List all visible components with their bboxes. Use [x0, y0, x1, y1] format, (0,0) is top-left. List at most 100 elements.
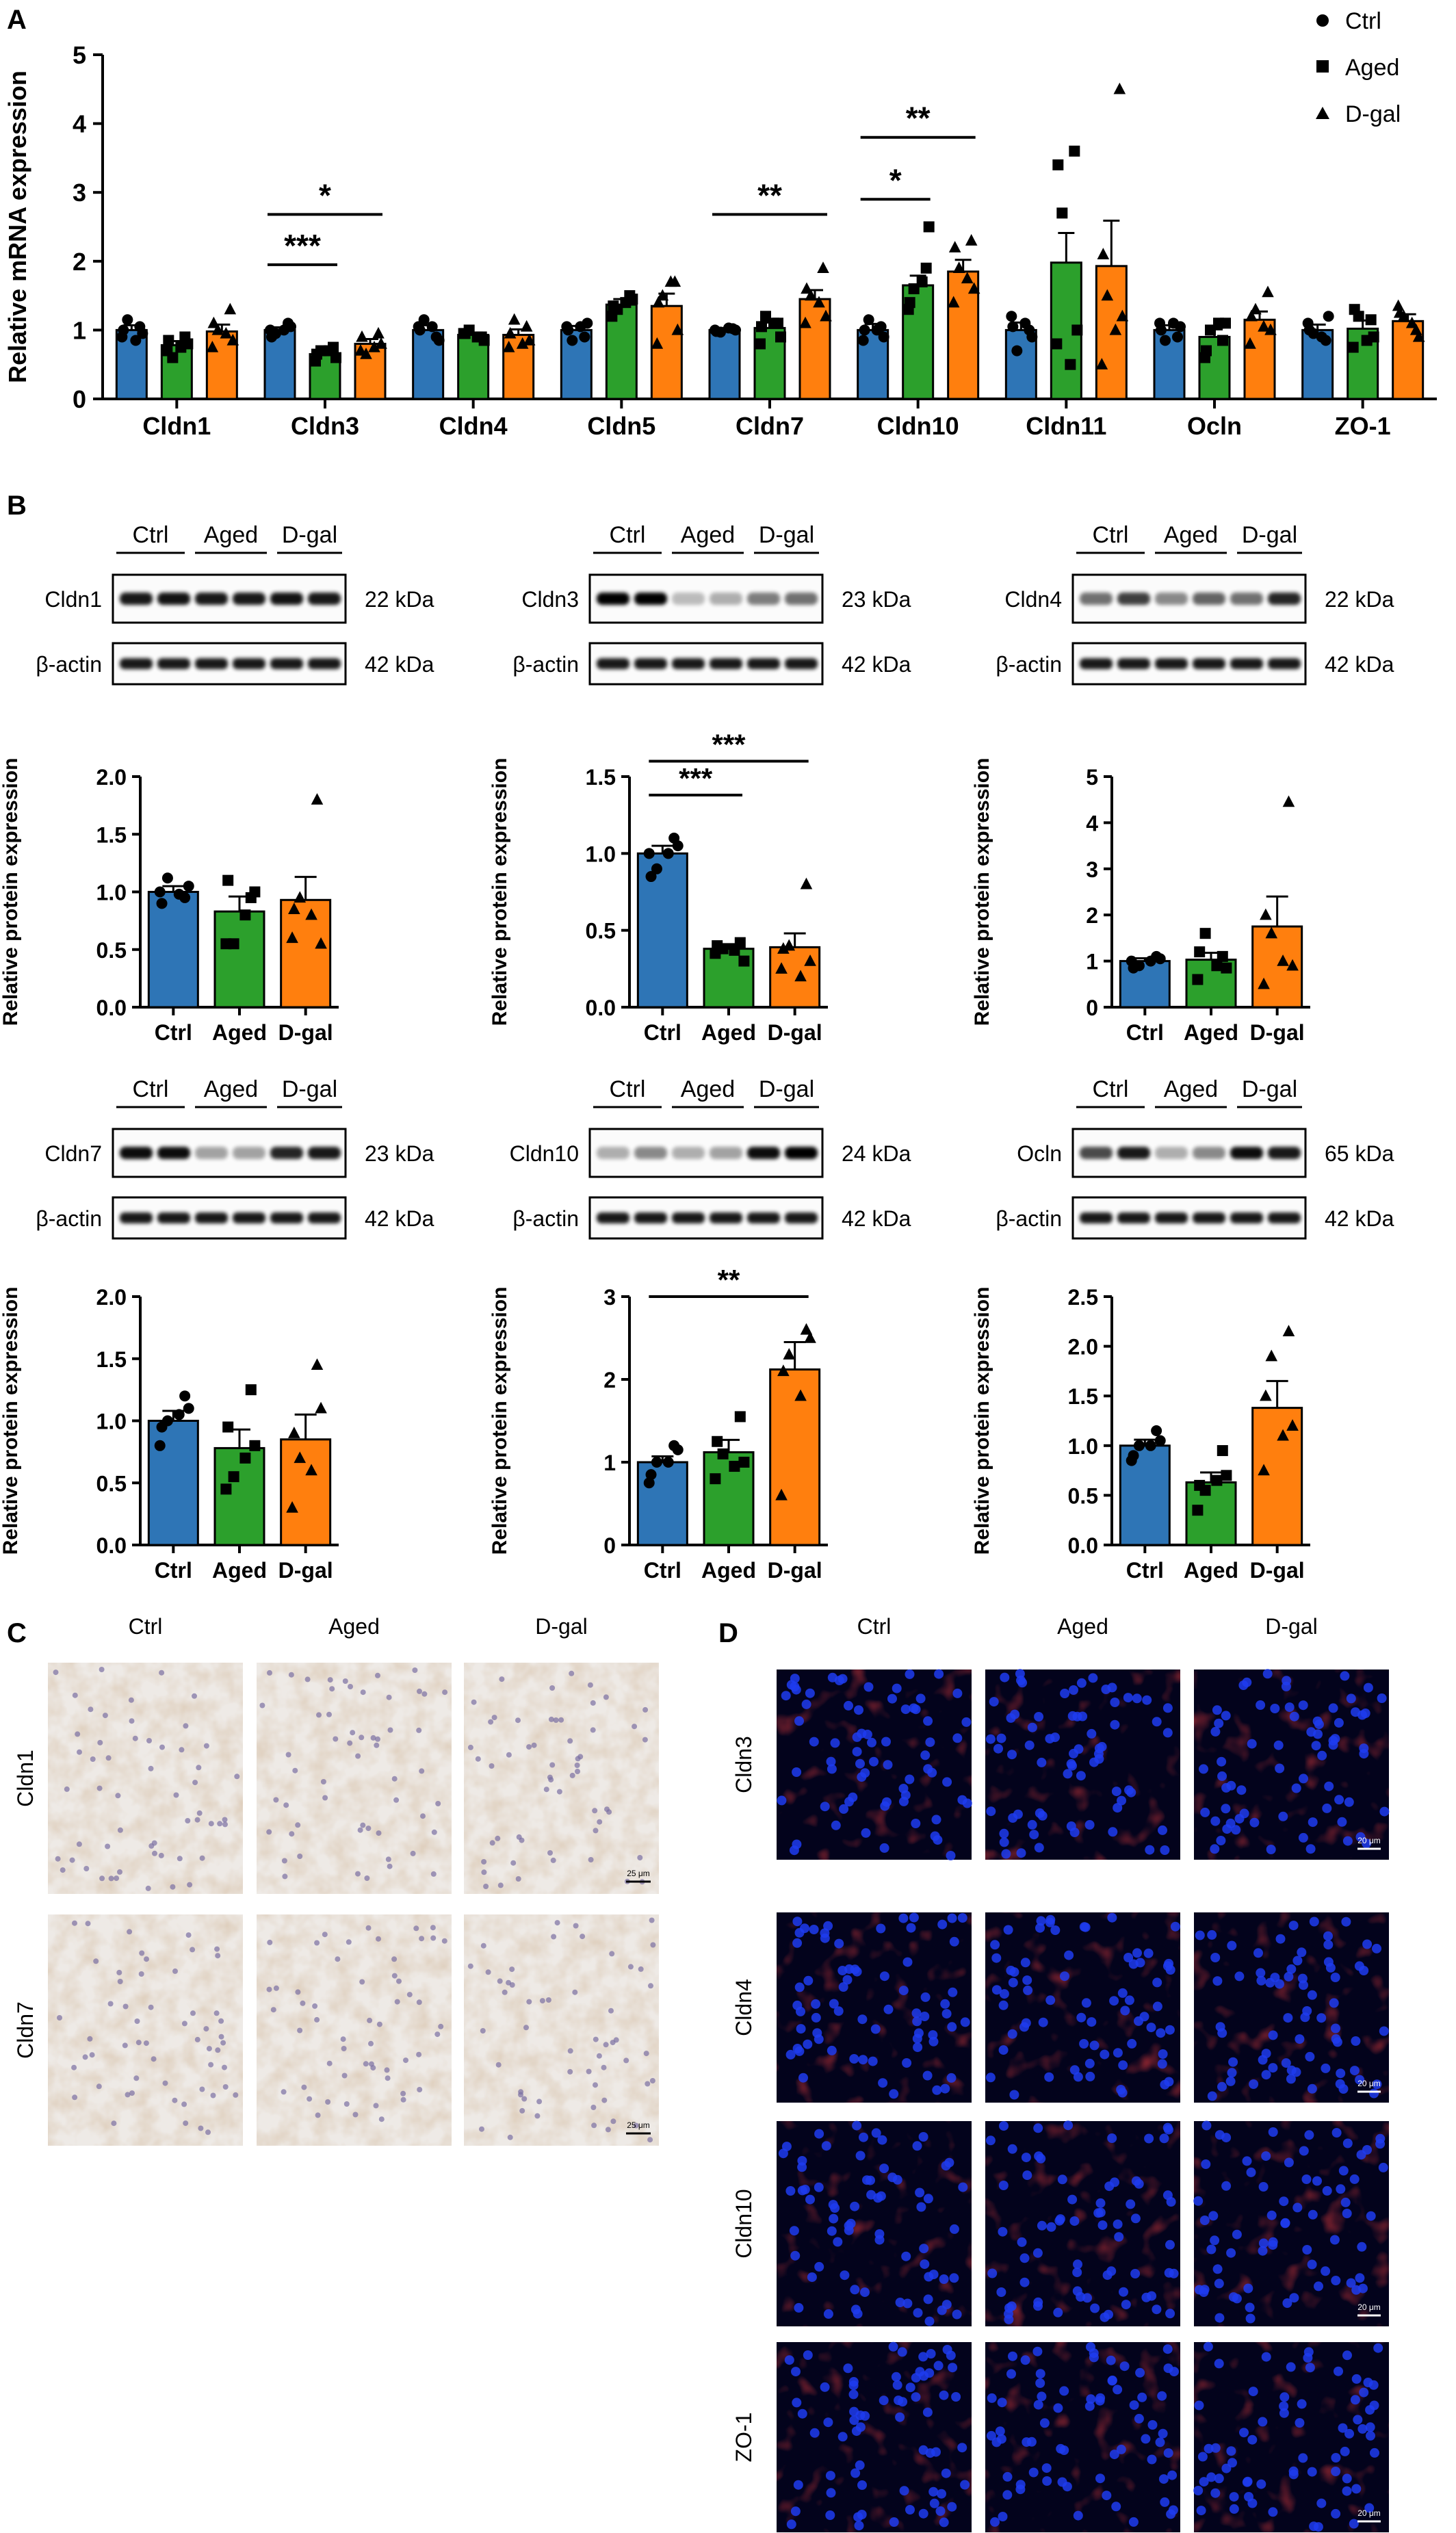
blot-actin-kda-label: 42 kDa	[365, 652, 434, 677]
nucleus	[435, 1801, 441, 1806]
data-point	[820, 309, 832, 322]
dapi-nucleus	[942, 1777, 952, 1787]
nucleus	[266, 1986, 272, 1992]
dapi-nucleus	[960, 2017, 970, 2027]
blot-band	[1080, 658, 1113, 669]
blot-band	[270, 1147, 303, 1159]
dapi-nucleus	[833, 2006, 844, 2016]
nucleus	[391, 1956, 398, 1962]
dapi-nucleus	[991, 1953, 1002, 1963]
dapi-nucleus	[1313, 2522, 1323, 2532]
x-tick-label: Cldn3	[291, 412, 359, 440]
dapi-nucleus	[869, 1756, 879, 1767]
nucleus	[72, 1692, 78, 1698]
dapi-nucleus	[912, 2141, 922, 2151]
nucleus	[107, 2001, 114, 2007]
nucleus	[53, 1670, 59, 1676]
dapi-nucleus	[1316, 2498, 1327, 2508]
dapi-nucleus	[918, 2508, 928, 2519]
nucleus	[198, 2125, 204, 2131]
nucleus	[185, 1932, 192, 1938]
dapi-nucleus	[1169, 2268, 1179, 2278]
nucleus	[179, 1747, 185, 1753]
dapi-nucleus	[892, 2380, 902, 2390]
dapi-nucleus	[1340, 1671, 1350, 1681]
y-tick-label: 1.5	[96, 822, 127, 847]
data-point	[662, 848, 674, 859]
dapi-nucleus	[1375, 2139, 1386, 2149]
dapi-nucleus	[1132, 1948, 1142, 1958]
blot-protein-label: Cldn4	[1004, 587, 1062, 612]
nucleus	[343, 2101, 350, 2107]
dapi-nucleus	[1238, 1680, 1249, 1690]
data-point	[1006, 311, 1017, 322]
blot-band	[1230, 1147, 1263, 1159]
dapi-nucleus	[915, 2367, 925, 2377]
nucleus	[335, 1956, 341, 1962]
dapi-nucleus	[1275, 1979, 1284, 1989]
nucleus	[288, 1672, 294, 1678]
dapi-nucleus	[1130, 2269, 1141, 2278]
dapi-nucleus	[1195, 2285, 1204, 2295]
dapi-nucleus	[1349, 2066, 1360, 2076]
blot-kda-label: 23 kDa	[842, 587, 911, 612]
significance-label: **	[757, 177, 782, 213]
dapi-nucleus	[861, 1828, 871, 1838]
nucleus	[603, 2042, 609, 2048]
dapi-nucleus	[1342, 2138, 1353, 2148]
dapi-nucleus	[1308, 2209, 1318, 2220]
dapi-nucleus	[857, 2014, 868, 2025]
data-point	[775, 962, 788, 974]
significance-label: *	[889, 162, 902, 198]
data-point	[1262, 285, 1274, 298]
nucleus	[412, 1667, 418, 1673]
nucleus	[649, 1917, 655, 1923]
data-point	[671, 323, 684, 335]
nucleus	[196, 1810, 203, 1816]
nucleus	[575, 1769, 580, 1774]
bar-aged	[213, 1446, 265, 1546]
nucleus	[96, 2083, 102, 2090]
dapi-nucleus	[850, 2201, 860, 2211]
dapi-nucleus	[821, 2141, 831, 2151]
dapi-nucleus	[1324, 1781, 1334, 1791]
nucleus	[601, 2064, 607, 2070]
dapi-nucleus	[1076, 1771, 1086, 1781]
data-point	[1221, 962, 1232, 974]
dapi-nucleus	[805, 1688, 815, 1698]
dapi-nucleus	[1109, 1996, 1119, 2006]
dapi-nucleus	[939, 2517, 949, 2528]
blot-band	[1193, 1147, 1225, 1159]
data-point	[948, 241, 961, 252]
data-point	[1412, 330, 1425, 342]
nucleus	[604, 1806, 610, 1813]
y-tick-label: 0.0	[1068, 1533, 1098, 1558]
dapi-nucleus	[1226, 2248, 1236, 2258]
y-tick-label: 0.0	[96, 996, 127, 1020]
dapi-nucleus	[811, 1999, 821, 2009]
dapi-nucleus	[1280, 2218, 1290, 2229]
data-point	[804, 954, 816, 966]
blot-band	[308, 1147, 341, 1159]
dapi-nucleus	[1256, 1700, 1266, 1710]
dapi-nucleus	[1045, 1917, 1055, 1927]
dapi-nucleus	[985, 2073, 996, 2083]
dapi-nucleus	[1331, 2128, 1342, 2138]
dapi-nucleus	[957, 2443, 967, 2453]
dapi-nucleus	[1095, 2207, 1106, 2218]
dapi-nucleus	[859, 2132, 868, 2142]
dapi-nucleus	[935, 2506, 946, 2516]
nucleus	[590, 1727, 596, 1733]
blot-band	[233, 658, 265, 669]
dapi-nucleus	[1035, 2369, 1045, 2379]
dapi-nucleus	[1366, 2430, 1375, 2441]
data-point	[783, 1348, 796, 1360]
nucleus	[148, 1765, 154, 1771]
dapi-nucleus	[911, 1819, 921, 1828]
nucleus	[273, 1797, 279, 1803]
nucleus	[326, 1711, 332, 1717]
blot-group-label: Ctrl	[610, 522, 646, 548]
nucleus	[442, 1689, 448, 1696]
nucleus	[393, 1797, 400, 1803]
nucleus	[374, 1742, 380, 1748]
